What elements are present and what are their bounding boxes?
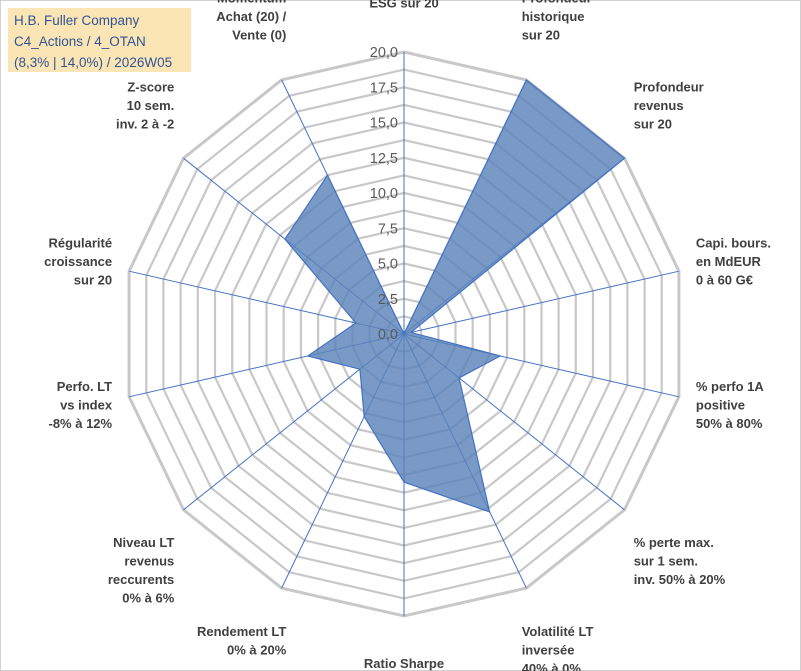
series-area <box>284 78 626 513</box>
axis-spoke <box>403 270 680 335</box>
axis-label: Rendement LT 0% à 20% <box>197 624 287 658</box>
chart-title-box: H.B. Fuller Company C4_Actions / 4_OTAN … <box>8 8 191 72</box>
title-line-company: H.B. Fuller Company <box>14 13 140 28</box>
axis-label: Profondeur revenus sur 20 <box>634 80 704 132</box>
radial-tick-label: 7,5 <box>378 221 398 237</box>
radial-tick-label: 12,5 <box>370 151 398 167</box>
radial-tick-label: 10,0 <box>370 186 398 202</box>
axis-label: Ratio Sharpe0 à 1 <box>364 656 444 671</box>
axis-label: % perte max. sur 1 sem. inv. 50% à 20% <box>634 535 726 587</box>
radial-tick-label: 15,0 <box>370 116 398 132</box>
axis-label: % perfo 1A positive 50% à 80% <box>696 379 765 431</box>
title-line-portfolio: C4_Actions / 4_OTAN <box>14 34 146 49</box>
title-line-stats: (8,3% | 14,0%) / 2026W05 <box>14 55 173 70</box>
axis-label: Z-score 10 sem. inv. 2 à -2 <box>116 80 174 132</box>
radial-tick-label: 5,0 <box>378 257 398 273</box>
radar-tick-labels: 0,0 2,5 5,0 7,5 10,0 12,5 15,0 17,5 20,0 <box>370 45 398 343</box>
axis-label: Niveau LT revenus reccurents 0% à 6% <box>108 535 175 606</box>
radial-tick-label: 17,5 <box>370 80 398 96</box>
radial-tick-label: 20,0 <box>370 45 398 61</box>
axis-label: NoteESG sur 20 <box>369 0 438 11</box>
radar-axis-labels: NoteESG sur 20 Profondeurhistoriquesur 20… <box>44 0 771 671</box>
radar-series <box>284 78 626 513</box>
radial-tick-label: 2,5 <box>378 292 398 308</box>
axis-label: Perfo. LT vs index -8% à 12% <box>49 379 113 431</box>
axis-label: Profondeurhistoriquesur 20 <box>522 0 592 42</box>
axis-label: Régularité croissance sur 20 <box>44 236 112 288</box>
axis-label: MomentumAchat (20) /Vente (0) <box>216 0 286 42</box>
radial-tick-label: 0,0 <box>378 327 398 343</box>
axis-label: Capi. bours. en MdEUR 0 à 60 G€ <box>696 236 771 288</box>
axis-label: Volatilité LT inversée 40% à 0% <box>522 624 594 671</box>
